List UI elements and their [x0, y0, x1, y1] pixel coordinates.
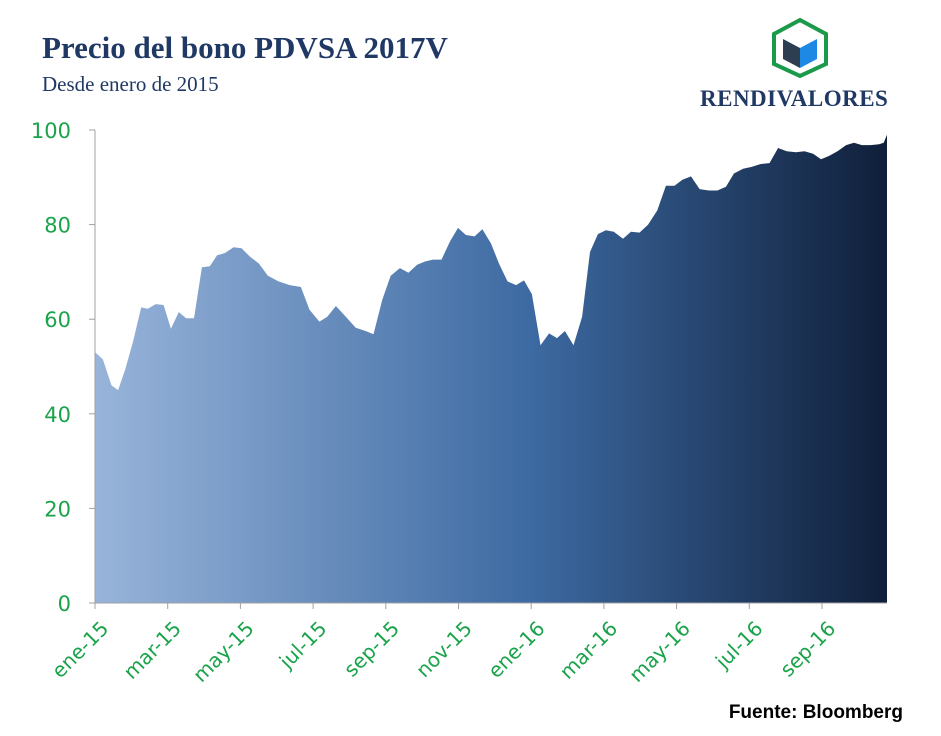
cube-logo-icon: [772, 18, 828, 78]
x-tick-label: jul-16: [710, 616, 768, 674]
x-tick-label: ene-15: [47, 616, 113, 682]
x-tick-label: sep-16: [775, 616, 840, 681]
x-tick-label: ene-16: [483, 616, 549, 682]
chart-subtitle: Desde enero de 2015: [42, 72, 219, 96]
y-tick-label: 60: [44, 308, 71, 332]
y-tick-label: 100: [31, 119, 71, 143]
x-tick-label: may-16: [624, 616, 695, 687]
x-tick-label: mar-15: [119, 616, 186, 683]
x-tick-label: mar-16: [555, 616, 622, 683]
source-note: Fuente: Bloomberg: [728, 702, 903, 723]
chart-title: Precio del bono PDVSA 2017V: [42, 30, 448, 65]
y-tick-label: 20: [44, 497, 71, 521]
brand-logo: RENDIVALORES: [700, 18, 910, 118]
x-tick-label: sep-15: [339, 616, 404, 681]
x-tick-label: jul-15: [274, 616, 332, 674]
y-tick-label: 40: [44, 403, 71, 427]
y-tick-label: 80: [44, 214, 71, 238]
x-tick-label: may-15: [188, 616, 259, 687]
price-area-series: [95, 134, 887, 603]
brand-name: RENDIVALORES: [700, 86, 889, 111]
x-tick-label: nov-15: [411, 616, 477, 682]
y-tick-label: 0: [58, 592, 71, 616]
